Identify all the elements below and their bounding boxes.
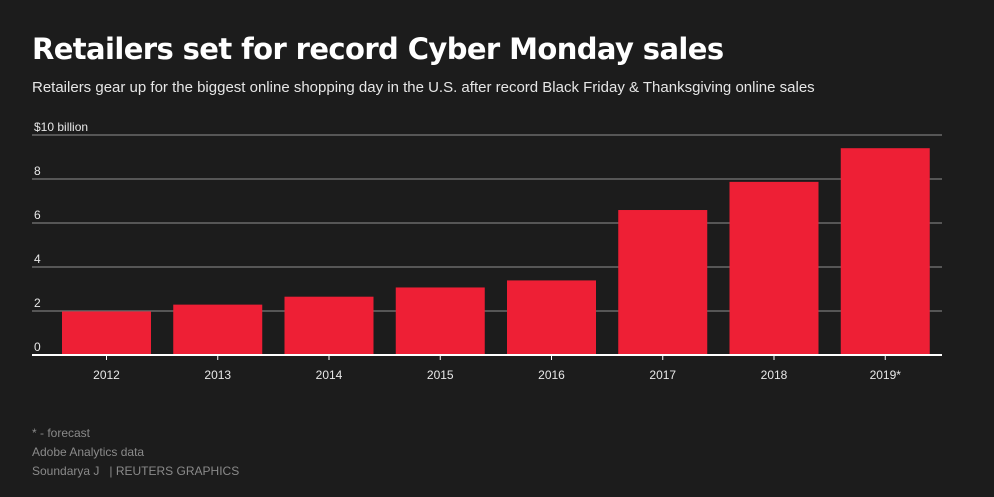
x-tick-label: 2017 — [649, 368, 676, 382]
bar-2012 — [62, 311, 151, 355]
y-tick-label: 4 — [34, 252, 41, 266]
source-label: Adobe Analytics data — [32, 445, 145, 459]
chart-subtitle: Retailers gear up for the biggest online… — [32, 79, 815, 96]
chart-title: Retailers set for record Cyber Monday sa… — [32, 32, 724, 66]
x-tick-label: 2012 — [93, 368, 120, 382]
bar-2014 — [284, 296, 374, 355]
credit-line: Soundarya J | REUTERS GRAPHICS — [32, 464, 239, 478]
y-axis-ticks: 0 2 4 6 8 $10 billion — [34, 120, 88, 354]
bar-2019 — [840, 148, 930, 355]
bar-2017 — [618, 210, 708, 355]
bar-2013 — [173, 304, 263, 355]
x-tick-label: 2019* — [870, 368, 902, 382]
bar-2016 — [507, 280, 596, 355]
x-tick-label: 2014 — [316, 368, 343, 382]
y-tick-label: 2 — [34, 296, 41, 310]
y-tick-label: 0 — [34, 340, 41, 354]
x-tick-label: 2013 — [204, 368, 231, 382]
bars — [62, 148, 930, 355]
author-name: Soundarya J — [32, 464, 100, 478]
bar-2018 — [729, 181, 819, 355]
y-tick-label: $10 billion — [34, 120, 88, 134]
bar-2015 — [395, 287, 485, 355]
y-tick-label: 8 — [34, 164, 41, 178]
x-tick-label: 2015 — [427, 368, 454, 382]
x-tick-label: 2018 — [761, 368, 788, 382]
footnote-forecast: * - forecast — [32, 426, 91, 440]
y-tick-label: 6 — [34, 208, 41, 222]
publisher-credit: | REUTERS GRAPHICS — [109, 464, 240, 478]
x-axis-ticks: 2012 2013 2014 2015 2016 2017 2018 2019* — [93, 355, 901, 382]
x-tick-label: 2016 — [538, 368, 565, 382]
